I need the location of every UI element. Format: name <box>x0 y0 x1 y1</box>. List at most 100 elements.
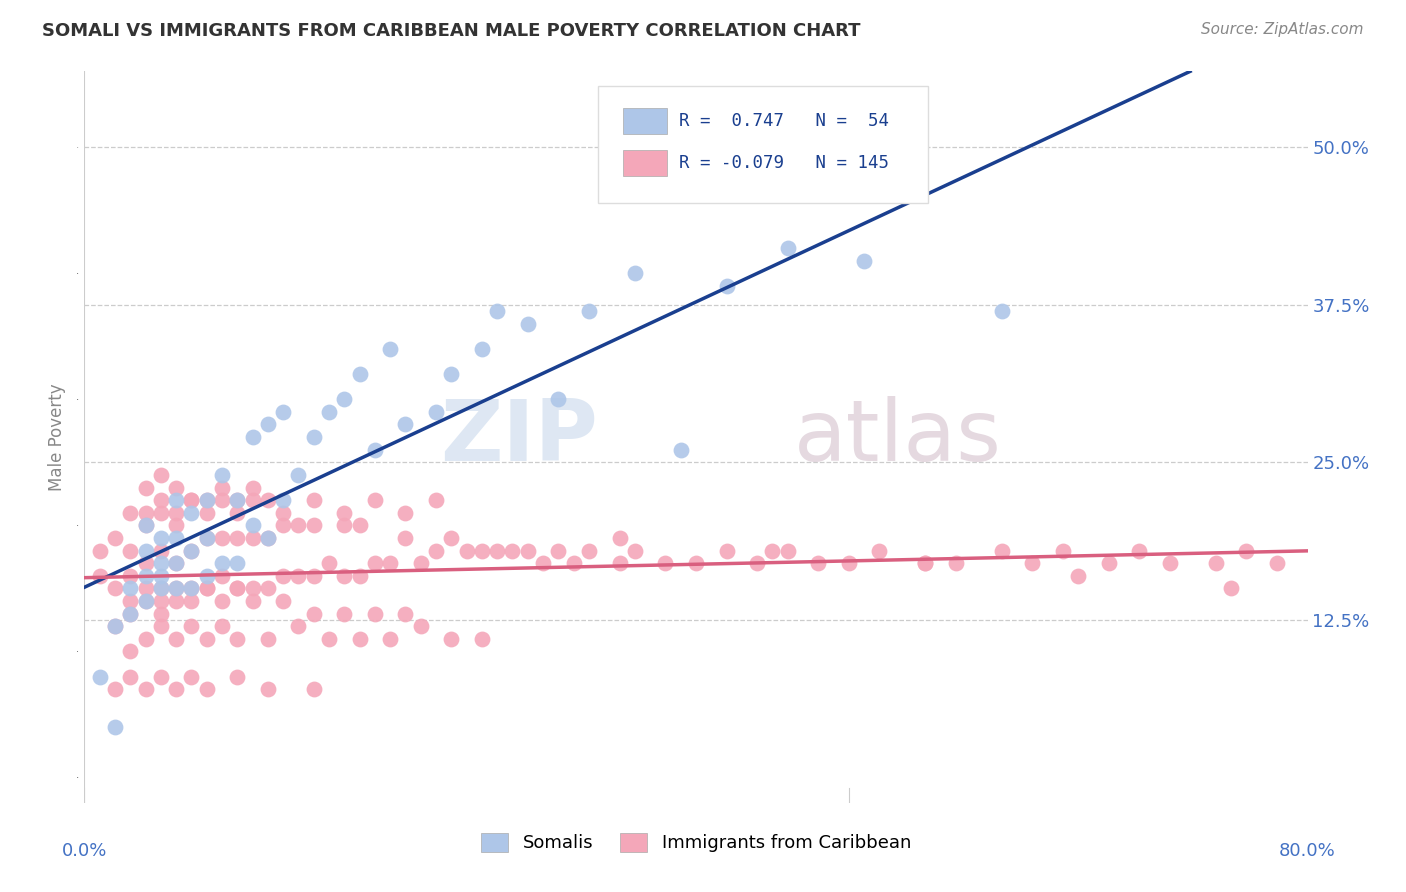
FancyBboxPatch shape <box>623 150 666 176</box>
Point <box>242 531 264 545</box>
Point <box>135 569 157 583</box>
Point <box>364 493 387 508</box>
Point <box>394 506 416 520</box>
Point <box>195 531 218 545</box>
Point <box>135 481 157 495</box>
Point <box>120 506 142 520</box>
Point <box>211 556 233 570</box>
Point <box>211 481 233 495</box>
Point <box>747 556 769 570</box>
Point <box>669 442 692 457</box>
Point <box>991 304 1014 318</box>
Text: R = -0.079   N = 145: R = -0.079 N = 145 <box>679 153 889 172</box>
Point <box>287 467 309 482</box>
Point <box>211 569 233 583</box>
Point <box>761 543 783 558</box>
Point <box>120 670 142 684</box>
Point <box>226 506 249 520</box>
Point <box>1220 582 1243 596</box>
Point <box>547 543 569 558</box>
Point <box>302 518 325 533</box>
Point <box>271 493 294 508</box>
Point <box>180 543 202 558</box>
Point <box>242 430 264 444</box>
Point <box>1128 543 1150 558</box>
Point <box>409 556 432 570</box>
Point <box>654 556 676 570</box>
Point <box>195 506 218 520</box>
Point <box>869 543 891 558</box>
Point <box>104 582 127 596</box>
Point <box>195 632 218 646</box>
Point <box>502 543 524 558</box>
Text: 0.0%: 0.0% <box>62 842 107 860</box>
Point <box>165 556 187 570</box>
Point <box>195 582 218 596</box>
Point <box>149 582 172 596</box>
Point <box>349 632 371 646</box>
Point <box>242 518 264 533</box>
Point <box>135 518 157 533</box>
Point <box>211 493 233 508</box>
Point <box>440 632 463 646</box>
Point <box>226 670 249 684</box>
Point <box>624 266 647 280</box>
Point <box>562 556 585 570</box>
Point <box>257 531 280 545</box>
Point <box>609 531 631 545</box>
FancyBboxPatch shape <box>598 86 928 203</box>
Point <box>165 582 187 596</box>
Point <box>302 682 325 697</box>
Point <box>211 594 233 608</box>
Point <box>486 304 509 318</box>
Point <box>531 556 554 570</box>
Point <box>578 304 600 318</box>
Text: R =  0.747   N =  54: R = 0.747 N = 54 <box>679 112 889 130</box>
Point <box>211 619 233 633</box>
Point <box>165 506 187 520</box>
Point <box>257 417 280 432</box>
Point <box>609 556 631 570</box>
Point <box>1052 543 1074 558</box>
Point <box>149 594 172 608</box>
Point <box>180 506 202 520</box>
Point <box>180 594 202 608</box>
Point <box>257 632 280 646</box>
Point <box>149 556 172 570</box>
Point <box>914 556 936 570</box>
Point <box>318 556 340 570</box>
Point <box>425 493 447 508</box>
Point <box>716 278 738 293</box>
Point <box>226 493 249 508</box>
Point <box>165 632 187 646</box>
Point <box>287 569 309 583</box>
Point <box>211 467 233 482</box>
Text: 80.0%: 80.0% <box>1279 842 1336 860</box>
Point <box>120 607 142 621</box>
Point <box>440 367 463 381</box>
Point <box>394 531 416 545</box>
Point <box>165 556 187 570</box>
Point <box>165 682 187 697</box>
Point <box>516 543 538 558</box>
Point <box>180 670 202 684</box>
Point <box>135 556 157 570</box>
Point <box>135 582 157 596</box>
Point <box>149 607 172 621</box>
Point <box>271 569 294 583</box>
Point <box>135 594 157 608</box>
Text: SOMALI VS IMMIGRANTS FROM CARIBBEAN MALE POVERTY CORRELATION CHART: SOMALI VS IMMIGRANTS FROM CARIBBEAN MALE… <box>42 22 860 40</box>
Text: atlas: atlas <box>794 395 1002 479</box>
Point <box>302 493 325 508</box>
Legend: Somalis, Immigrants from Caribbean: Somalis, Immigrants from Caribbean <box>474 826 918 860</box>
Point <box>104 682 127 697</box>
Point <box>195 582 218 596</box>
Point <box>149 569 172 583</box>
Point <box>120 594 142 608</box>
Point <box>991 543 1014 558</box>
Point <box>89 569 111 583</box>
Point <box>135 682 157 697</box>
Point <box>716 543 738 558</box>
Point <box>226 556 249 570</box>
Point <box>257 493 280 508</box>
